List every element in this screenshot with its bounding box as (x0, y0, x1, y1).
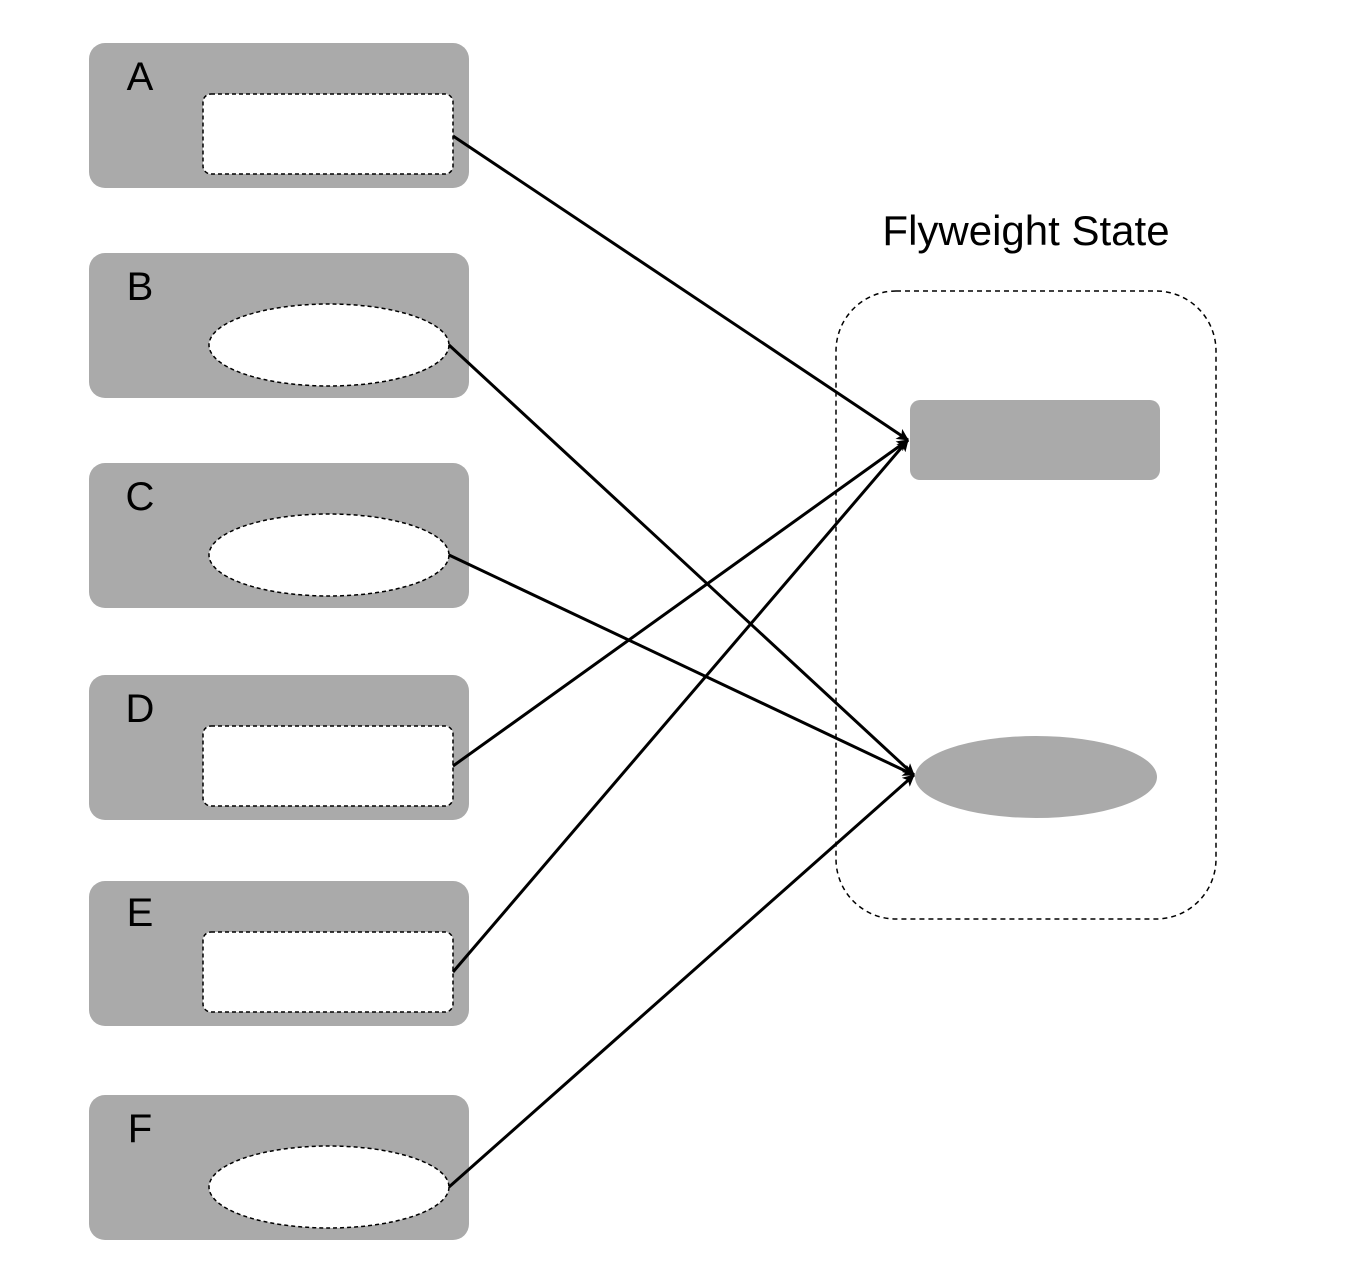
rectangle-slot (202, 93, 454, 175)
object-e: E (89, 881, 469, 1026)
object-c: C (89, 463, 469, 608)
object-a: A (89, 43, 469, 188)
flyweight-group-frame (835, 290, 1217, 920)
arrow-e-to-rectangle (451, 439, 910, 973)
object-b: B (89, 253, 469, 398)
arrow-f-to-ellipse (448, 773, 915, 1189)
arrow-c-to-ellipse (448, 553, 915, 777)
object-label: E (127, 891, 154, 935)
ellipse-slot (208, 513, 450, 597)
rectangle-slot (202, 931, 454, 1013)
object-label: F (128, 1107, 152, 1151)
object-d: D (89, 675, 469, 820)
object-label: B (127, 265, 154, 309)
object-label: C (126, 475, 155, 519)
arrow-b-to-ellipse (447, 343, 916, 777)
arrow-a-to-rectangle (452, 134, 909, 442)
ellipse-slot (208, 1145, 450, 1229)
object-f: F (89, 1095, 469, 1240)
object-label: D (126, 687, 155, 731)
arrow-d-to-rectangle (452, 438, 909, 768)
flyweight-title: Flyweight State (882, 207, 1169, 254)
shared-rectangle (910, 400, 1160, 480)
rectangle-slot (202, 725, 454, 807)
shared-ellipse (915, 736, 1157, 818)
object-label: A (127, 55, 154, 99)
ellipse-slot (208, 303, 450, 387)
